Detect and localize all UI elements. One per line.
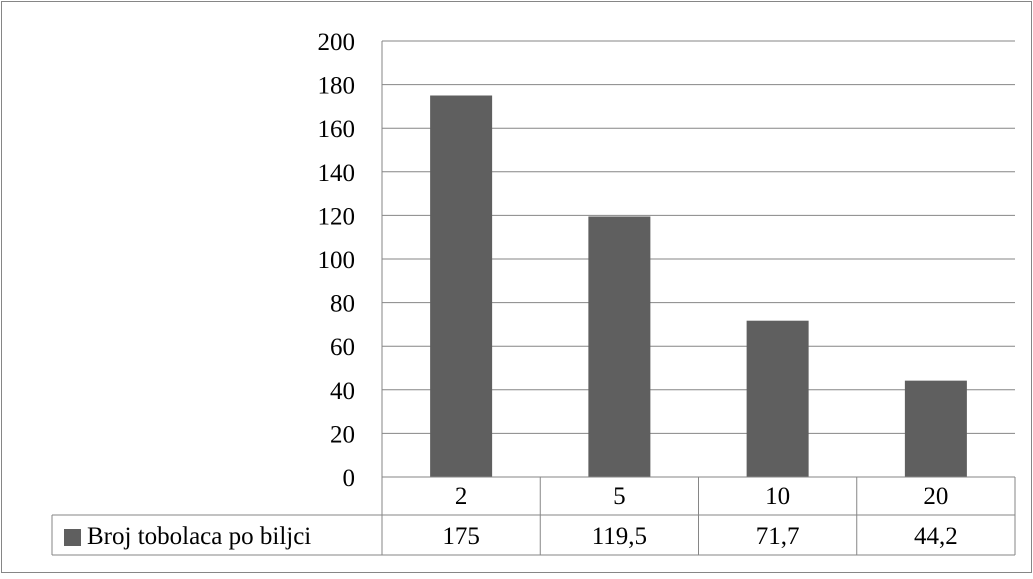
bar <box>588 216 651 478</box>
table-value: 71,7 <box>756 523 800 550</box>
legend-key <box>64 529 81 546</box>
y-axis-tick-labels: 0 20 40 60 80 100 120 140 160 180 200 <box>318 29 356 492</box>
y-tick-label: 180 <box>318 73 356 100</box>
table-value: 175 <box>442 523 480 550</box>
y-tick-label: 100 <box>318 247 356 274</box>
y-tick-label: 140 <box>318 160 356 187</box>
data-table: 2 175 5 119,5 10 71,7 20 44,2 Broj tobolaca po b… <box>51 476 1016 556</box>
table-value: 119,5 <box>592 523 647 550</box>
y-tick-label: 20 <box>330 421 355 448</box>
y-tick-label: 200 <box>318 29 356 56</box>
bar <box>904 380 967 477</box>
y-tick-label: 80 <box>330 291 355 318</box>
x-tick-label: 20 <box>923 483 948 510</box>
y-tick-label: 40 <box>330 378 355 405</box>
y-tick-label: 160 <box>318 116 356 143</box>
bars <box>430 95 967 478</box>
x-tick-label: 2 <box>455 483 468 510</box>
y-tick-label: 120 <box>318 203 356 230</box>
y-tick-label: 0 <box>343 465 356 492</box>
table-value: 44,2 <box>914 523 958 550</box>
bar <box>430 95 493 477</box>
x-tick-label: 5 <box>613 483 626 510</box>
bar <box>746 320 809 477</box>
x-tick-label: 10 <box>765 483 790 510</box>
y-tick-label: 60 <box>330 334 355 361</box>
series-label: Broj tobolaca po biljci <box>87 523 311 550</box>
